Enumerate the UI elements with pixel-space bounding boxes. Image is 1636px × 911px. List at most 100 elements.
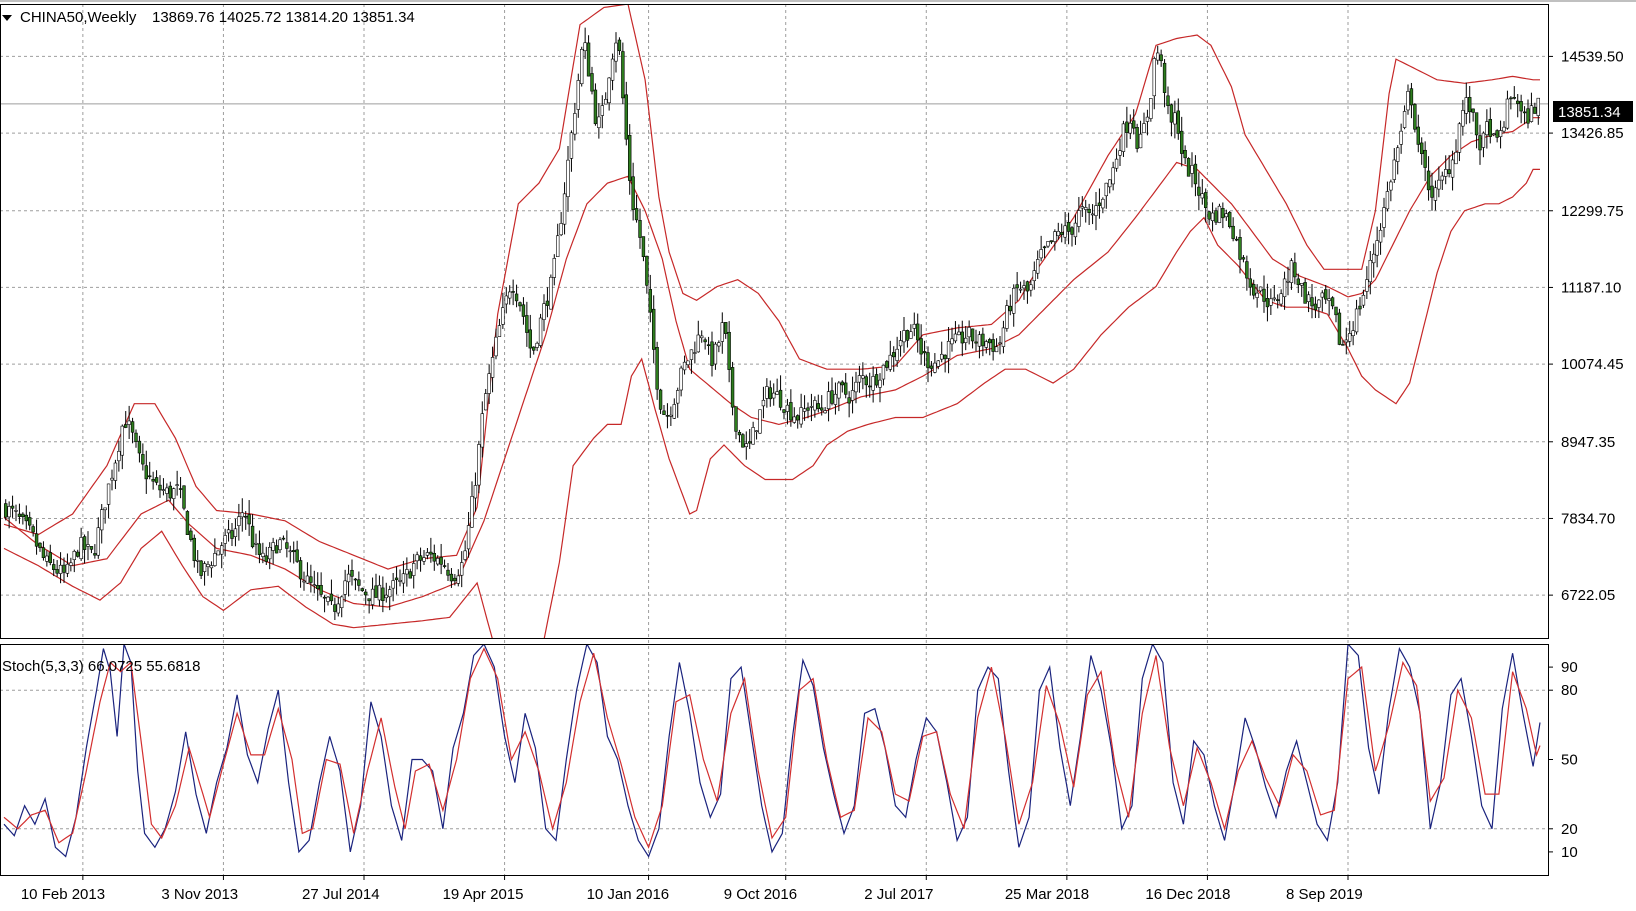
candlestick bbox=[782, 409, 786, 420]
candlestick bbox=[172, 487, 176, 511]
candlestick bbox=[881, 364, 886, 386]
candlestick bbox=[1495, 129, 1499, 143]
candlestick bbox=[1440, 171, 1444, 190]
dropdown-triangle-icon[interactable] bbox=[2, 15, 12, 21]
candlestick bbox=[580, 46, 584, 87]
candlestick bbox=[487, 364, 491, 404]
candlestick bbox=[816, 394, 820, 413]
candlestick bbox=[1389, 179, 1393, 202]
candlestick bbox=[161, 478, 166, 496]
candlestick bbox=[988, 337, 992, 356]
candlestick bbox=[1104, 182, 1108, 209]
candlestick bbox=[1111, 161, 1115, 191]
candlestick bbox=[405, 557, 409, 587]
candlestick bbox=[799, 393, 803, 428]
stoch-tick-label: 20 bbox=[1561, 821, 1578, 838]
candlestick bbox=[607, 77, 611, 111]
candlestick bbox=[72, 549, 76, 573]
candlestick bbox=[737, 429, 742, 443]
stoch-tick-label: 80 bbox=[1561, 682, 1578, 699]
candlestick bbox=[775, 378, 779, 395]
candlestick bbox=[1008, 294, 1012, 316]
candlestick bbox=[1368, 251, 1372, 295]
candlestick bbox=[1296, 273, 1300, 294]
candlestick bbox=[1317, 299, 1321, 319]
candlestick bbox=[796, 414, 800, 429]
candlestick bbox=[679, 365, 683, 397]
candlestick bbox=[432, 544, 436, 571]
candlestick bbox=[394, 566, 399, 595]
candlestick bbox=[453, 574, 457, 586]
date-label: 25 Mar 2018 bbox=[1005, 886, 1089, 903]
candlestick bbox=[1012, 284, 1016, 327]
candlestick bbox=[1186, 157, 1191, 177]
candlestick bbox=[377, 575, 382, 607]
stoch-d-line bbox=[3, 647, 1541, 849]
candlestick bbox=[559, 212, 563, 237]
candlestick bbox=[1406, 84, 1410, 115]
candlestick bbox=[4, 499, 8, 521]
candlestick bbox=[1173, 100, 1177, 139]
candlestick bbox=[261, 542, 265, 564]
candlestick bbox=[970, 328, 975, 349]
candlestick bbox=[1468, 85, 1472, 124]
candlestick bbox=[624, 81, 628, 146]
candlestick bbox=[1090, 204, 1095, 225]
candlestick bbox=[285, 530, 289, 558]
candlestick bbox=[1228, 210, 1232, 229]
candlestick bbox=[1382, 197, 1386, 238]
candlestick bbox=[141, 443, 145, 471]
candlestick bbox=[826, 381, 831, 422]
candlestick bbox=[950, 327, 954, 352]
candlestick bbox=[549, 274, 553, 310]
candlestick bbox=[1132, 109, 1136, 135]
candlestick bbox=[202, 561, 207, 586]
candlestick bbox=[127, 405, 131, 440]
candlestick bbox=[295, 540, 299, 563]
candlestick bbox=[1519, 94, 1523, 124]
candlestick bbox=[466, 512, 471, 558]
candlestick bbox=[600, 95, 604, 129]
candlestick bbox=[1101, 197, 1105, 214]
candlestick bbox=[1152, 57, 1156, 110]
candlestick bbox=[1073, 214, 1078, 245]
candlestick bbox=[689, 349, 694, 374]
candlestick bbox=[1365, 266, 1369, 299]
candlestick bbox=[41, 541, 46, 561]
candlestick bbox=[1190, 152, 1194, 188]
candlestick bbox=[21, 512, 25, 525]
candlestick bbox=[912, 312, 916, 337]
candlestick bbox=[1324, 284, 1328, 304]
candlestick bbox=[1454, 139, 1458, 165]
candlestick bbox=[586, 35, 591, 77]
candlestick bbox=[1108, 179, 1112, 194]
candlestick bbox=[1042, 245, 1047, 259]
candlestick bbox=[981, 327, 985, 357]
candlestick bbox=[1001, 320, 1006, 354]
candlestick bbox=[1149, 98, 1153, 122]
candlestick bbox=[1437, 166, 1441, 198]
candlestick bbox=[645, 255, 649, 294]
candlestick bbox=[463, 540, 467, 562]
candlestick bbox=[686, 360, 690, 369]
candlestick bbox=[895, 336, 899, 368]
candlestick bbox=[1025, 280, 1030, 304]
candlestick bbox=[744, 431, 748, 460]
price-tick-label: 8947.35 bbox=[1561, 434, 1615, 451]
candlestick bbox=[216, 550, 220, 556]
candlestick bbox=[17, 503, 22, 524]
candlestick bbox=[717, 340, 721, 353]
candlestick bbox=[388, 585, 392, 611]
candlestick bbox=[974, 329, 978, 352]
candlestick bbox=[933, 353, 937, 374]
candlestick bbox=[154, 470, 159, 486]
candlestick bbox=[1457, 122, 1462, 162]
candlestick bbox=[874, 368, 879, 388]
candlestick bbox=[566, 146, 570, 212]
candlestick bbox=[1396, 145, 1400, 175]
candlestick bbox=[134, 429, 138, 448]
candlestick bbox=[1433, 180, 1438, 211]
candlestick bbox=[158, 475, 162, 498]
candlestick bbox=[165, 483, 169, 502]
candlestick bbox=[1471, 108, 1475, 122]
